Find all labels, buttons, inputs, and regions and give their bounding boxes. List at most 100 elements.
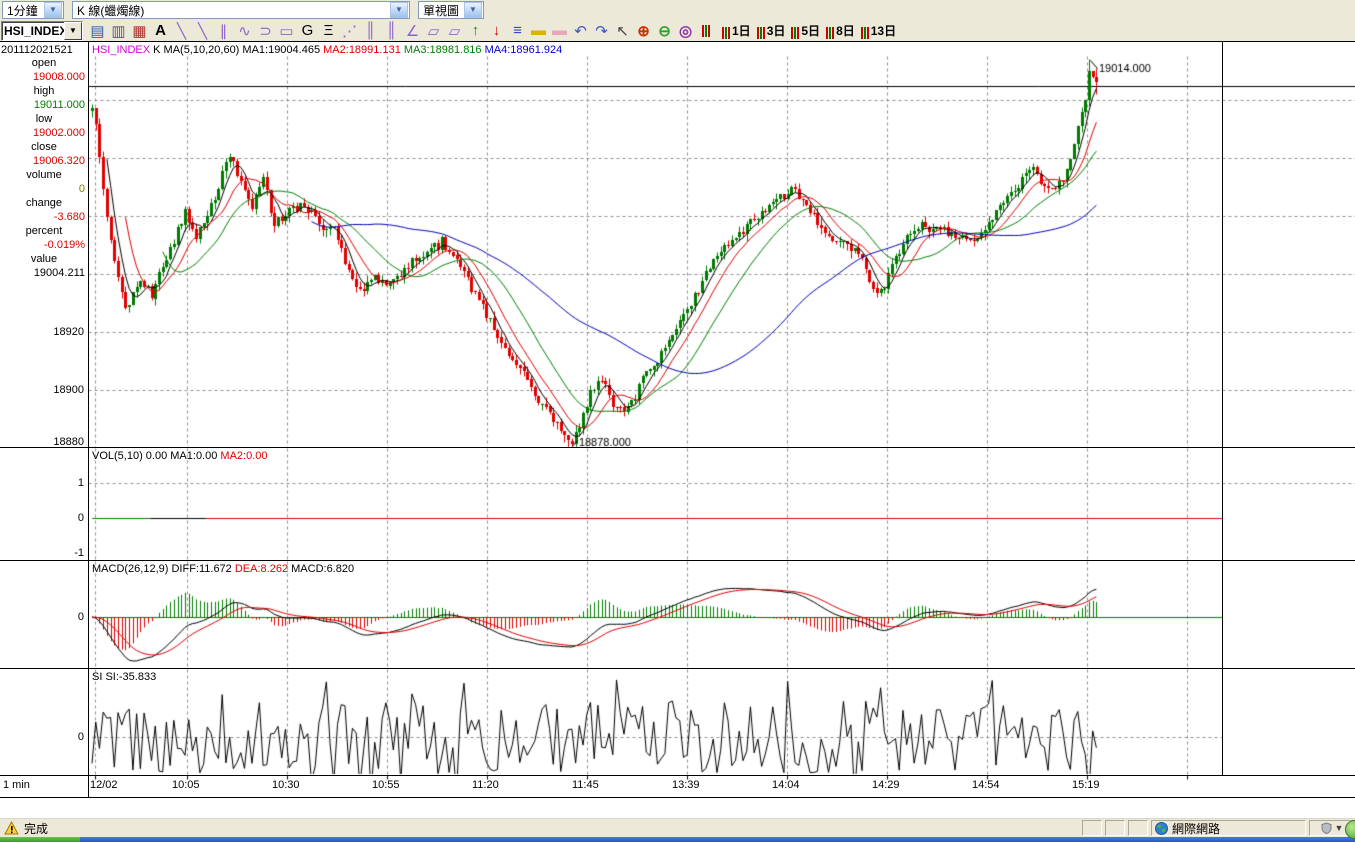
- arc-tool-icon[interactable]: ⊃: [255, 20, 276, 41]
- mini-candles-glyph: [757, 27, 766, 39]
- print-icon[interactable]: ▥: [108, 20, 129, 41]
- si-panel-header: SI SI:-35.833: [92, 671, 156, 683]
- period-combo[interactable]: 1分鐘 ▼: [2, 1, 64, 19]
- dropdown-arrow-icon[interactable]: ▼: [1335, 823, 1344, 833]
- pattern-tool-icon[interactable]: [696, 20, 717, 41]
- vertical-lines-tool-icon[interactable]: ║: [360, 20, 381, 41]
- field-label-low: low: [0, 112, 88, 126]
- field-value-close: 19006.320: [0, 154, 88, 168]
- main-chart-header: HSI_INDEX K MA(5,10,20,60) MA1:19004.465…: [92, 44, 562, 56]
- header-segment: MA3:18981.816: [404, 44, 485, 56]
- time-axis-tick: 11:20: [472, 779, 499, 791]
- clear-all-tool-icon[interactable]: ▬: [549, 20, 570, 41]
- status-text: 完成: [24, 820, 48, 837]
- redo-icon[interactable]: ↷: [591, 20, 612, 41]
- zoom-fit-icon[interactable]: ◎: [675, 20, 696, 41]
- trendline-tool-icon[interactable]: ╲: [171, 20, 192, 41]
- header-segment: HSI_INDEX: [92, 44, 150, 56]
- field-value-low: 19002.000: [0, 126, 88, 140]
- field-label-value: value: [0, 252, 88, 266]
- day-button-label: 3日: [767, 22, 786, 39]
- status-cell-1: [1082, 820, 1102, 836]
- security-zone-panel: 網際網路: [1151, 820, 1306, 836]
- field-value-high: 19011.000: [0, 98, 88, 112]
- quote-sidebar: 201112021521 open19008.000high19011.000l…: [0, 42, 88, 797]
- save-icon[interactable]: ▤: [87, 20, 108, 41]
- day-button-3日[interactable]: 3日: [754, 22, 789, 39]
- parallel-lines-tool-icon[interactable]: ∥: [213, 20, 234, 41]
- angle-tool-icon[interactable]: ∠: [402, 20, 423, 41]
- day-button-8日[interactable]: 8日: [823, 22, 858, 39]
- time-axis-tick: 14:04: [772, 779, 800, 791]
- day-button-13日[interactable]: 13日: [858, 22, 899, 39]
- y-axis-tick: 1: [0, 477, 84, 489]
- header-segment: DEA:8.262: [235, 563, 291, 575]
- rectangle-tool-icon[interactable]: ▭: [276, 20, 297, 41]
- view-combo-value: 單視圖: [419, 2, 463, 19]
- divider-vol-macd: [0, 560, 1355, 561]
- field-value-value: 19004.211: [0, 266, 88, 280]
- chart-type-combo[interactable]: K 線(蠟燭線) ▼: [72, 1, 410, 19]
- divider-macd-si: [0, 668, 1355, 669]
- status-cell-2: [1105, 820, 1125, 836]
- time-axis-tick: 14:29: [872, 779, 900, 791]
- text-tool-icon[interactable]: A: [150, 20, 171, 41]
- vol-panel-header: VOL(5,10) 0.00 MA1:0.00 MA2:0.00: [92, 450, 268, 462]
- day-button-label: 5日: [801, 22, 820, 39]
- symbol-combo-value: HSI_INDEX: [2, 24, 64, 38]
- sidebar-chart-border: [88, 42, 89, 797]
- toolbar-primary: 1分鐘 ▼ K 線(蠟燭線) ▼ 單視圖 ▼: [0, 0, 1355, 20]
- chart-canvas[interactable]: [88, 42, 1355, 797]
- pointer-tool-icon[interactable]: ↖: [612, 20, 633, 41]
- toolbar-tools: HSI_INDEX ▼ ▤▥▦A╲╲∥∿⊃▭GΞ⋰║║∠▱▱↑↓≡▬▬↶↷↖⊕⊖…: [0, 20, 1355, 42]
- field-value-open: 19008.000: [0, 70, 88, 84]
- arrow-up-mark-icon[interactable]: ↑: [465, 20, 486, 41]
- header-segment: SI SI:-35.833: [92, 671, 156, 683]
- start-button-edge: [0, 837, 80, 842]
- field-label-open: open: [0, 56, 88, 70]
- chart-type-combo-arrow-icon[interactable]: ▼: [390, 2, 408, 18]
- header-segment: K MA(5,10,20,60) MA1:19004.465: [150, 44, 323, 56]
- gann-fan-tool-icon[interactable]: ⋰: [339, 20, 360, 41]
- zoom-out-icon[interactable]: ⊖: [654, 20, 675, 41]
- field-value-change: -3.680: [0, 210, 88, 224]
- curve-tool-icon[interactable]: ∿: [234, 20, 255, 41]
- field-value-volume: 0: [0, 182, 88, 196]
- header-segment: VOL(5,10) 0.00 MA1:0.00: [92, 450, 220, 462]
- view-combo[interactable]: 單視圖 ▼: [418, 1, 484, 19]
- day-button-5日[interactable]: 5日: [788, 22, 823, 39]
- symbol-combo-arrow-icon[interactable]: ▼: [64, 22, 82, 40]
- taskbar-edge: [0, 837, 1355, 842]
- symbol-combo[interactable]: HSI_INDEX ▼: [1, 21, 83, 41]
- divider-si-axis: [0, 775, 1355, 776]
- day-button-1日[interactable]: 1日: [719, 22, 754, 39]
- arrow-down-mark-icon[interactable]: ↓: [486, 20, 507, 41]
- period-combo-arrow-icon[interactable]: ▼: [44, 2, 62, 18]
- time-axis-tick: 10:30: [272, 779, 300, 791]
- eraser-tool-icon[interactable]: ▬: [528, 20, 549, 41]
- segment-tool-icon[interactable]: ╲: [192, 20, 213, 41]
- status-bar: 完成 網際網路 ▼: [0, 818, 1355, 837]
- field-label-high: high: [0, 84, 88, 98]
- field-value-percent: -0.019%: [0, 238, 88, 252]
- percent-lines-tool-icon[interactable]: Ξ: [318, 20, 339, 41]
- mini-candles-glyph: [791, 27, 800, 39]
- macd-panel-header: MACD(26,12,9) DIFF:11.672 DEA:8.262 MACD…: [92, 563, 354, 575]
- sidebar-fields: open19008.000high19011.000low19002.000cl…: [0, 56, 88, 280]
- y-axis-tick: 18920: [0, 326, 84, 338]
- channel-tool-icon[interactable]: ▱: [423, 20, 444, 41]
- undo-icon[interactable]: ↶: [570, 20, 591, 41]
- golden-section-tool-icon[interactable]: G: [297, 20, 318, 41]
- zoom-in-icon[interactable]: ⊕: [633, 20, 654, 41]
- horizontal-lines-tool-icon[interactable]: ≡: [507, 20, 528, 41]
- header-segment: MA4:18961.924: [485, 44, 563, 56]
- warning-icon: [4, 821, 19, 835]
- time-division-tool-icon[interactable]: ║: [381, 20, 402, 41]
- chart-right-border: [1222, 42, 1223, 775]
- day-button-label: 1日: [732, 22, 751, 39]
- view-combo-arrow-icon[interactable]: ▼: [464, 2, 482, 18]
- day-button-label: 13日: [871, 22, 896, 39]
- regression-tool-icon[interactable]: ▱: [444, 20, 465, 41]
- palette-icon[interactable]: ▦: [129, 20, 150, 41]
- period-combo-value: 1分鐘: [3, 2, 43, 19]
